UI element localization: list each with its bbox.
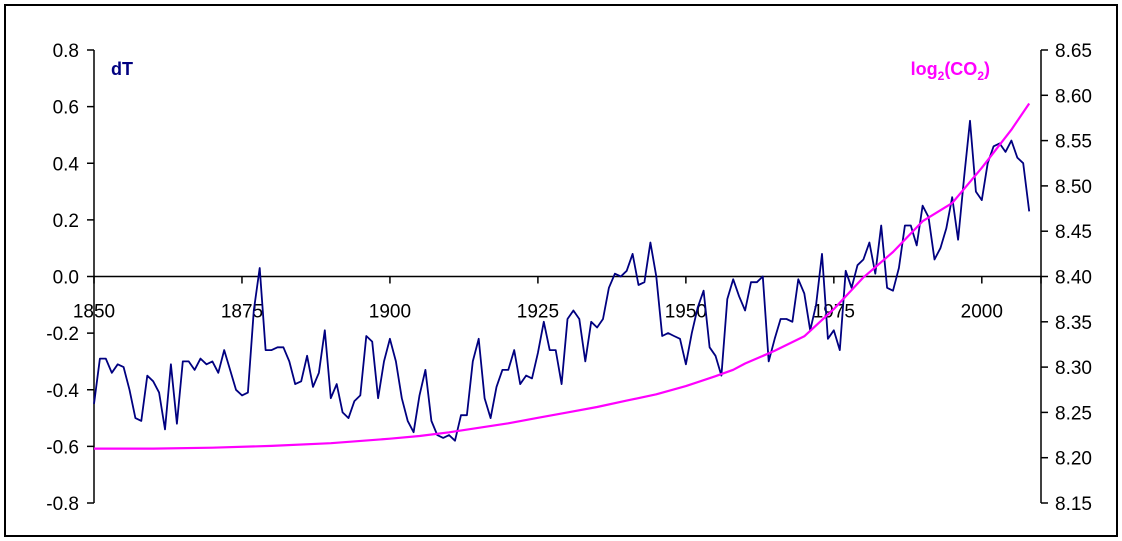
right-tick-label: 8.30 — [1055, 358, 1092, 379]
co2-label-post: ) — [984, 59, 990, 79]
left-tick-label: -0.6 — [46, 437, 79, 458]
left-tick-label: 0.6 — [53, 98, 79, 119]
x-tick-label: 1950 — [665, 302, 707, 323]
right-tick-label: 8.65 — [1055, 41, 1092, 62]
x-tick-label: 1850 — [73, 302, 115, 323]
right-tick-label: 8.15 — [1055, 494, 1092, 515]
x-tick-label: 1900 — [369, 302, 411, 323]
series-layer — [93, 102, 1031, 450]
right-tick-label: 8.35 — [1055, 313, 1092, 334]
x-tick-label: 1925 — [517, 302, 559, 323]
x-tick-label: 1875 — [221, 302, 263, 323]
co2-label-mid: (CO — [944, 59, 977, 79]
right-tick-label: 8.60 — [1055, 86, 1092, 107]
left-tick-label: -0.4 — [46, 381, 79, 402]
x-tick-label: 2000 — [961, 302, 1003, 323]
dt-series-line — [93, 119, 1031, 442]
left-tick-label: 0.2 — [53, 211, 79, 232]
right-tick-label: 8.55 — [1055, 132, 1092, 153]
right-tick-label: 8.25 — [1055, 403, 1092, 424]
left-tick-label: 0.8 — [53, 41, 79, 62]
left-tick-label: 0.0 — [53, 268, 79, 289]
right-tick-label: 8.20 — [1055, 449, 1092, 470]
co2-label-pre: log — [911, 59, 938, 79]
co2-series-line — [94, 102, 1031, 450]
series-label-co2: log2(CO2) — [911, 59, 990, 83]
left-tick-label: -0.8 — [46, 494, 79, 515]
series-label-dt: dT — [111, 59, 133, 79]
co2-label-subscript-2: 2 — [977, 69, 984, 83]
right-tick-label: 8.50 — [1055, 177, 1092, 198]
right-axis: 8.65 8.60 8.55 8.50 8.45 8.40 8.35 8.30 8.25 8.20… — [1040, 41, 1092, 515]
right-tick-label: 8.40 — [1055, 268, 1092, 289]
x-tick-label: 1975 — [813, 302, 855, 323]
co2-label-subscript-1: 2 — [938, 69, 945, 83]
left-tick-label: 0.4 — [53, 154, 80, 175]
right-tick-label: 8.45 — [1055, 222, 1092, 243]
x-axis: 1850 1875 1900 1925 1950 1975 2000 — [73, 275, 1042, 323]
left-axis: 0.8 0.6 0.4 0.2 0.0 -0.2 -0.4 -0.6 -0.8 — [46, 41, 95, 515]
left-tick-label: -0.2 — [46, 324, 79, 345]
